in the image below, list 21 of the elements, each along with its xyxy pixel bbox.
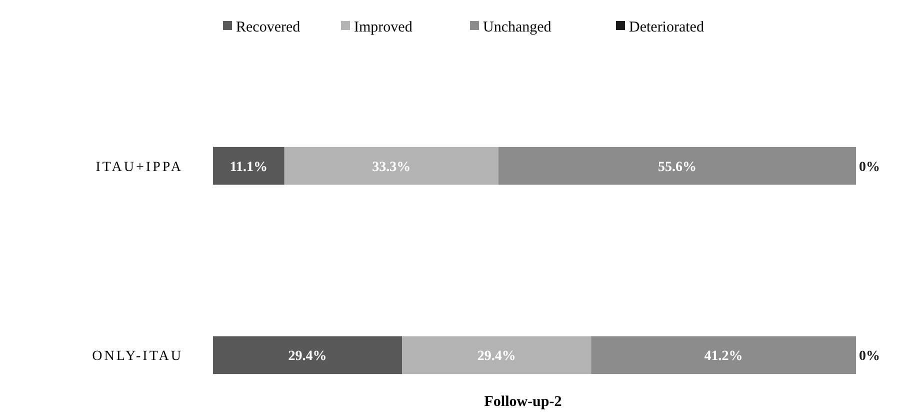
bar	[402, 336, 592, 374]
data-label: 33.3%	[372, 160, 411, 175]
data-label: 55.6%	[658, 160, 696, 175]
data-label: 29.4%	[477, 349, 516, 364]
legend-label: Deteriorated	[629, 19, 704, 36]
bar	[498, 146, 856, 185]
data-label: 41.2%	[704, 349, 743, 364]
bar	[213, 146, 284, 185]
data-label: 0%	[859, 349, 880, 364]
data-label: 0%	[859, 160, 880, 175]
legend-label: Improved	[354, 19, 413, 36]
bar	[213, 336, 402, 374]
y-tick-label: ITAU+IPPA	[96, 160, 183, 175]
legend-label: Recovered	[236, 19, 301, 36]
x-axis-title: Follow-up-2	[484, 394, 562, 410]
legend-label: Unchanged	[483, 19, 552, 36]
data-label: 29.4%	[288, 349, 327, 364]
bar	[284, 146, 498, 185]
data-label: 11.1%	[230, 160, 268, 175]
bar	[591, 336, 856, 374]
y-tick-label: ONLY-ITAU	[92, 349, 183, 364]
